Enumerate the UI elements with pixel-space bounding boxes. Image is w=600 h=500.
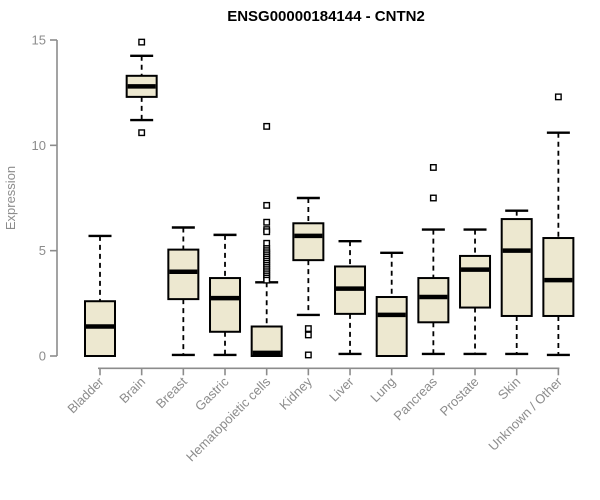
box-prostate: [459, 254, 492, 309]
x-tick-label-unknown-other: Unknown / Other: [485, 374, 565, 454]
box-kidney: [292, 222, 325, 262]
x-tick-label-brain: Brain: [116, 374, 148, 406]
x-tick-label-prostate: Prostate: [437, 374, 482, 419]
outlier-brain: [138, 129, 146, 137]
x-tick-label-kidney: Kidney: [276, 374, 315, 413]
box-lung: [375, 296, 408, 358]
x-tick-label-liver: Liver: [326, 374, 357, 405]
outlier-pancreas: [429, 194, 437, 202]
box-skin: [500, 218, 533, 317]
y-tick-label: 15: [32, 33, 46, 48]
box-unknown-other: [542, 237, 575, 317]
outlier-hematopoietic-cells: [263, 228, 271, 236]
x-tick-label-pancreas: Pancreas: [391, 374, 441, 424]
outlier-kidney: [304, 331, 312, 339]
outlier-hematopoietic-cells: [263, 201, 271, 209]
outlier-hematopoietic-cells: [263, 276, 271, 284]
box-breast: [167, 248, 200, 301]
x-tick-label-skin: Skin: [495, 374, 523, 402]
outlier-hematopoietic-cells: [263, 218, 271, 226]
y-tick-label: 10: [32, 138, 46, 153]
x-tick-label-lung: Lung: [367, 374, 398, 405]
outlier-hematopoietic-cells: [263, 122, 271, 130]
x-tick-label-gastric: Gastric: [192, 374, 232, 414]
box-gastric: [209, 277, 242, 333]
y-axis-label: Expression: [3, 166, 18, 230]
outlier-kidney: [304, 351, 312, 359]
y-tick-label: 0: [39, 349, 46, 364]
box-pancreas: [417, 277, 450, 324]
outlier-brain: [138, 38, 146, 46]
outlier-kidney: [304, 325, 312, 333]
x-tick-label-bladder: Bladder: [64, 374, 107, 417]
chart-title: ENSG00000184144 - CNTN2: [227, 8, 425, 25]
outlier-unknown-other: [554, 93, 562, 101]
x-tick-label-breast: Breast: [153, 374, 190, 411]
outlier-pancreas: [429, 164, 437, 171]
y-tick-label: 5: [39, 243, 46, 258]
